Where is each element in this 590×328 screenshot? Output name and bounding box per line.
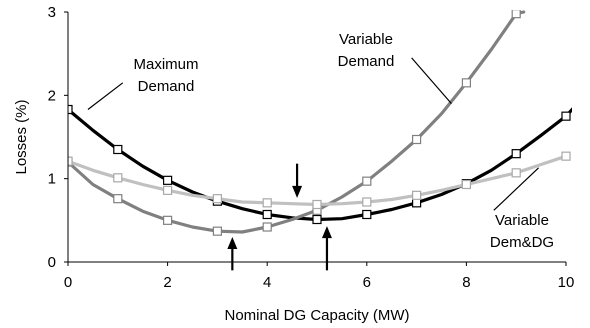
x-axis-title: Nominal DG Capacity (MW)	[224, 307, 409, 324]
data-point	[461, 78, 471, 88]
annotation-label: Maximum	[133, 56, 198, 73]
series-2	[68, 10, 526, 236]
annotation-2: Variable Demand	[338, 31, 452, 105]
minimum-arrow	[321, 226, 332, 271]
data-point	[68, 156, 73, 166]
data-point	[212, 194, 222, 204]
y-tick-label: 2	[48, 87, 56, 104]
data-point	[362, 209, 372, 220]
annotation-label: Variable	[495, 212, 549, 229]
axes: 0 1 2 3 0 2 4 6 8 10 Nominal DG Capacity (MW) Losse…	[13, 4, 574, 324]
y-tick-label: 0	[48, 254, 56, 271]
minimum-arrow	[227, 237, 238, 271]
data-point	[561, 151, 571, 161]
data-point	[412, 134, 422, 145]
data-point	[113, 194, 123, 204]
data-point	[212, 226, 222, 236]
annotation-label: Demand	[138, 78, 195, 95]
data-point	[262, 198, 272, 208]
data-point	[461, 179, 471, 190]
minimum-arrow	[292, 163, 303, 198]
minimum-markers	[227, 163, 332, 271]
series-layer	[68, 10, 572, 236]
arrow-head	[321, 226, 332, 239]
annotation-label: Variable	[339, 31, 393, 48]
series-line	[68, 10, 526, 234]
y-tick-label: 1	[48, 171, 56, 188]
data-point	[163, 175, 173, 185]
data-point	[163, 185, 173, 195]
leader-line	[411, 57, 452, 105]
data-point	[511, 10, 521, 19]
data-point	[262, 209, 272, 220]
data-point	[113, 144, 123, 155]
data-point	[312, 199, 322, 210]
data-point	[362, 197, 372, 207]
annotation-layer: Maximum Demand Variable Demand Variable Dem&D…	[87, 31, 554, 251]
data-point	[511, 168, 521, 178]
arrow-head	[227, 237, 238, 249]
series-3	[68, 151, 571, 210]
annotation-label: Demand	[338, 53, 395, 70]
x-tick-label: 2	[163, 274, 171, 291]
data-point	[163, 215, 173, 225]
data-point	[561, 111, 571, 121]
data-point	[312, 214, 322, 225]
leader-line	[87, 82, 124, 110]
x-tick-label: 8	[462, 274, 470, 291]
x-tick-label: 4	[263, 274, 271, 291]
series-line	[68, 154, 568, 207]
data-point	[262, 222, 272, 232]
y-tick-label: 3	[48, 4, 56, 21]
arrow-head	[292, 185, 303, 198]
data-point	[362, 176, 372, 186]
y-axis-title: Losses (%)	[13, 99, 30, 174]
data-point	[511, 149, 521, 159]
series-line	[68, 107, 572, 222]
data-point	[113, 173, 123, 183]
annotation-1: Maximum Demand	[87, 56, 199, 110]
x-tick-label: 0	[64, 274, 72, 291]
annotation-3: Variable Dem&DG	[490, 167, 554, 251]
x-tick-label: 6	[363, 274, 371, 291]
leader-line	[493, 167, 540, 211]
data-point	[68, 104, 73, 115]
x-tick-label: 10	[558, 274, 575, 291]
annotation-label: Dem&DG	[490, 234, 554, 251]
data-point	[412, 198, 422, 208]
data-point	[412, 190, 422, 200]
